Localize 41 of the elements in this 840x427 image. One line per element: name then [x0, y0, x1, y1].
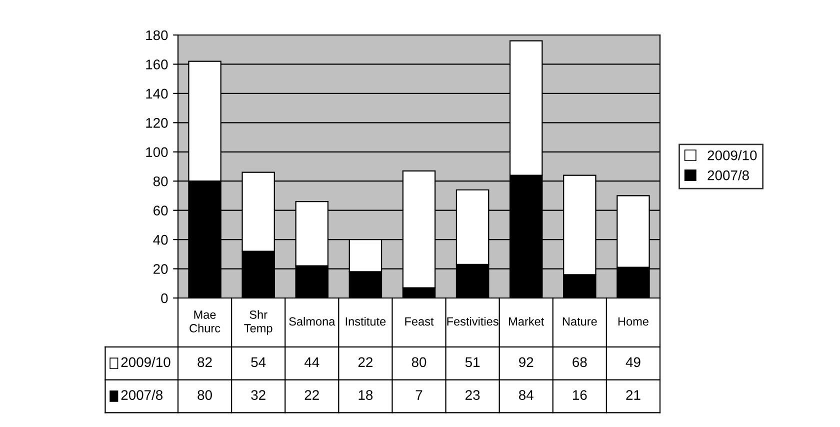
legend-label: 2007/8 [708, 170, 749, 180]
y-tick-label: 80 [153, 176, 168, 186]
data-label: 82 [198, 357, 212, 368]
text: 2009/10 [121, 356, 170, 368]
data-label: 16 [573, 390, 587, 400]
data-label: 80 [198, 390, 212, 400]
y-tick-label: 160 [146, 60, 168, 70]
data-label: 7 [416, 390, 422, 400]
y-tick-label: 40 [153, 234, 168, 245]
y-tick-label: 120 [146, 118, 168, 128]
x-tick-label: Salmona [289, 316, 336, 326]
y-tick-label: 180 [146, 30, 168, 40]
x-tick-label: Festivities [447, 316, 498, 326]
y-tick-label: 20 [154, 264, 168, 274]
data-label: 68 [572, 357, 587, 368]
y-tick-label: 140 [146, 88, 168, 99]
text: 2007/8 [121, 390, 163, 400]
y-tick-label: 0 [161, 293, 168, 304]
x-tick-label: Shr Temp [244, 310, 272, 335]
data-label: 32 [251, 390, 266, 400]
data-label: 22 [304, 390, 319, 400]
data-label: 80 [412, 357, 426, 368]
data-label: 51 [465, 357, 480, 368]
legend-label: 2009/10 [708, 150, 757, 160]
data-label: 54 [251, 357, 266, 368]
data-label: 22 [358, 357, 372, 367]
x-tick-label: Nature [562, 317, 597, 326]
y-tick-label: 100 [146, 147, 168, 158]
x-tick-label: Market [509, 316, 544, 326]
data-label: 84 [518, 390, 534, 400]
data-label: 23 [466, 390, 480, 400]
x-tick-label: Feast [405, 317, 434, 326]
data-label: 21 [626, 390, 640, 400]
x-tick-label: Mae Churc [190, 310, 220, 332]
data-label: 18 [358, 390, 373, 400]
x-tick-label: Home [618, 317, 648, 326]
data-label: 92 [519, 357, 534, 368]
y-tick-label: 60 [154, 206, 168, 216]
data-label: 44 [304, 357, 320, 367]
x-tick-label: Institute [346, 316, 386, 326]
data-label: 49 [626, 357, 640, 368]
